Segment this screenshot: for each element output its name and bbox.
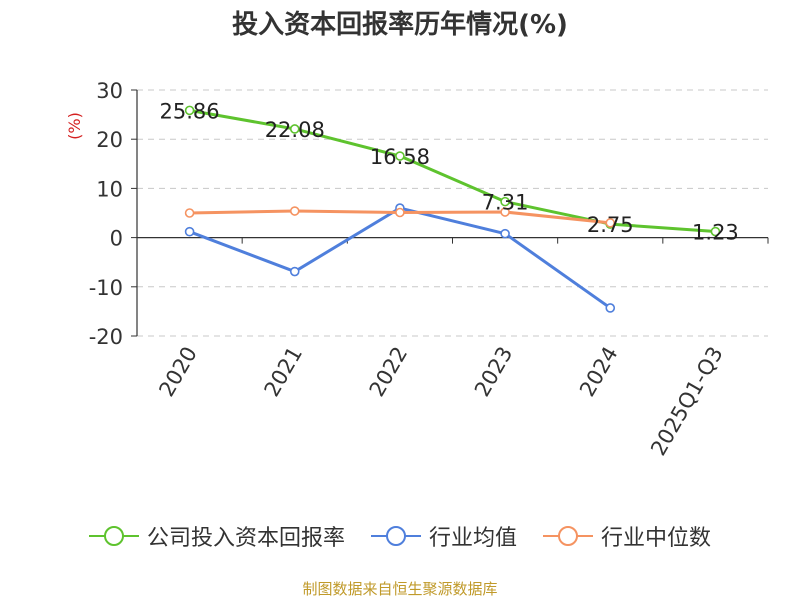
axis-layer: 30 20 10 0 -10 -20 (%) 2020 2021 2022 2023 2024 2025… (65, 79, 769, 460)
legend-marker-icon (88, 526, 139, 546)
data-point (605, 218, 616, 228)
source-note: 制图数据来自恒生聚源数据库 (302, 580, 498, 598)
y-tick-label: 30 (96, 79, 123, 103)
x-tick-label: 2021 (260, 343, 308, 401)
legend-item: 行业中位数 (543, 520, 711, 552)
data-point (184, 208, 195, 218)
data-label: 25.86 (160, 99, 220, 123)
y-tick-label: 10 (96, 177, 123, 201)
data-point (395, 151, 405, 161)
data-point (395, 207, 405, 218)
x-tick-label: 2023 (470, 343, 518, 401)
data-point (184, 105, 195, 116)
y-tick-label: -10 (89, 276, 123, 300)
legend-item: 行业均值 (370, 520, 517, 552)
data-label-layer: 25.86 22.08 16.58 7.31 2.75 1.23 (160, 99, 739, 244)
legend-item: 公司投入资本回报率 (88, 520, 345, 552)
data-label: 7.31 (482, 191, 529, 215)
data-point (500, 228, 510, 239)
chart-title: 投入资本回报率历年情况(%) (232, 10, 568, 40)
series-line (189, 108, 716, 234)
x-tick-label: 2025Q1-Q3 (646, 343, 728, 460)
x-tick-label: 2022 (365, 343, 413, 401)
data-point (289, 266, 300, 277)
data-label: 16.58 (370, 145, 430, 169)
y-tick-label: -20 (89, 325, 123, 349)
data-label: 1.23 (692, 221, 739, 245)
x-tick-label: 2024 (575, 343, 623, 401)
data-label: 22.08 (265, 118, 325, 142)
data-point (605, 303, 616, 313)
legend-label: 行业均值 (428, 526, 517, 551)
data-point (184, 226, 195, 237)
series-line (189, 206, 612, 310)
data-label: 2.75 (587, 213, 634, 237)
legend-marker-icon (543, 526, 593, 546)
series-layer (184, 105, 721, 313)
y-tick-label: 0 (110, 227, 123, 251)
data-point (289, 206, 300, 216)
data-point (710, 226, 721, 237)
legend-marker-icon (370, 526, 421, 546)
data-point (289, 124, 300, 134)
data-point (500, 196, 510, 207)
data-point (500, 207, 510, 217)
legend-label: 行业中位数 (601, 526, 712, 551)
legend: 公司投入资本回报率 行业均值 行业中位数 (0, 520, 800, 552)
legend-label: 公司投入资本回报率 (146, 526, 345, 551)
y-tick-label: 20 (96, 128, 123, 152)
y-axis-label: (%) (65, 112, 84, 140)
x-tick-label: 2020 (154, 343, 202, 401)
